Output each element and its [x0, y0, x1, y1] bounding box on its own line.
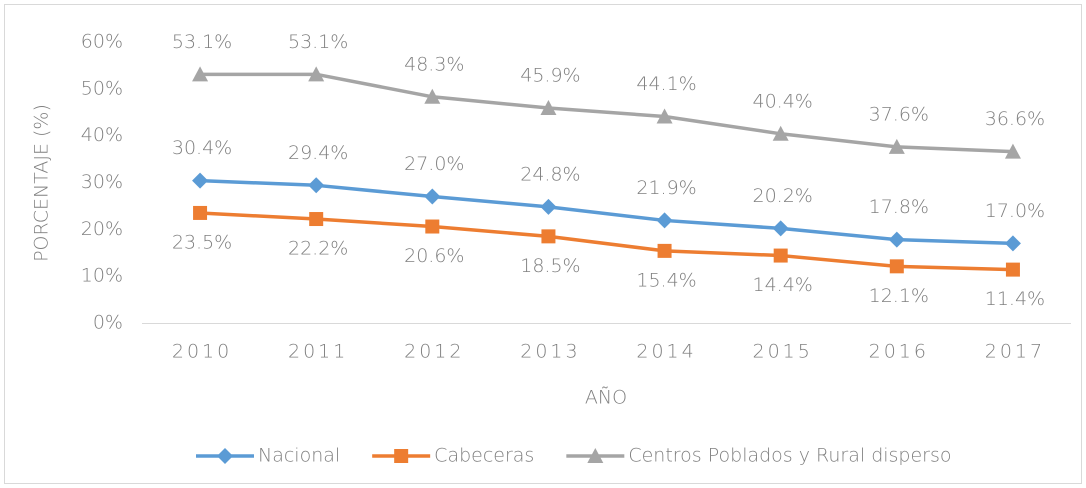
y-tick-label: 20% — [81, 218, 123, 240]
y-axis-title: PORCENTAJE (%) — [31, 104, 53, 262]
data-point — [424, 188, 441, 205]
x-axis-title: AÑO — [585, 386, 627, 409]
legend-label: Centros Poblados y Rural disperso — [628, 445, 951, 467]
data-label: 27.0% — [404, 153, 464, 175]
data-label: 17.8% — [869, 196, 929, 218]
data-label: 44.1% — [636, 73, 696, 95]
data-label: 20.6% — [404, 245, 464, 267]
data-point — [192, 66, 209, 82]
y-tick-label: 40% — [81, 124, 123, 146]
data-label: 17.0% — [985, 200, 1045, 222]
data-label: 23.5% — [172, 231, 232, 253]
data-label: 29.4% — [288, 142, 348, 164]
x-tick-label: 2010 — [172, 341, 232, 363]
data-label: 53.1% — [288, 31, 348, 53]
data-label: 37.6% — [869, 103, 929, 125]
data-point — [540, 198, 557, 215]
data-label: 12.1% — [869, 285, 929, 307]
data-label: 53.1% — [172, 31, 232, 53]
x-tick-label: 2014 — [636, 341, 696, 363]
data-point — [1004, 143, 1021, 159]
y-tick-label: 30% — [81, 171, 123, 193]
series-line — [199, 211, 1013, 272]
data-point — [772, 125, 789, 141]
y-tick-label: 0% — [93, 312, 123, 334]
data-label: 48.3% — [404, 53, 464, 75]
data-label: 11.4% — [985, 288, 1045, 310]
data-point — [772, 220, 789, 237]
x-tick-label: 2011 — [288, 341, 348, 363]
data-label: 21.9% — [636, 177, 696, 199]
data-label: 45.9% — [520, 65, 580, 87]
data-label: 40.4% — [753, 90, 813, 112]
data-point — [657, 243, 672, 258]
y-tick-label: 60% — [81, 31, 123, 53]
data-label: 22.2% — [288, 238, 348, 260]
x-tick-label: 2017 — [985, 341, 1045, 363]
data-point — [656, 108, 673, 124]
data-label: 30.4% — [172, 137, 232, 159]
y-tick-label: 50% — [81, 77, 123, 99]
x-tick-label: 2013 — [520, 341, 580, 363]
data-point — [1004, 235, 1021, 252]
data-point — [773, 248, 788, 263]
data-point — [540, 100, 557, 116]
data-point — [888, 138, 905, 154]
x-tick-label: 2015 — [753, 341, 813, 363]
data-label: 36.6% — [985, 108, 1045, 130]
legend-marker — [394, 449, 409, 463]
legend-label: Cabeceras — [434, 445, 534, 467]
data-point — [888, 231, 905, 248]
series-line — [200, 72, 1014, 154]
data-point — [656, 212, 673, 229]
data-point — [889, 259, 904, 274]
data-point — [1005, 262, 1020, 277]
data-label: 15.4% — [636, 269, 696, 291]
data-label: 14.4% — [753, 274, 813, 296]
data-point — [308, 177, 325, 194]
legend-marker — [587, 448, 604, 463]
y-tick-label: 10% — [81, 265, 123, 287]
x-tick-label: 2012 — [404, 341, 464, 363]
x-tick-label: 2016 — [869, 341, 929, 363]
data-point — [309, 212, 324, 227]
series-line — [199, 178, 1013, 246]
data-point — [193, 205, 208, 220]
data-point — [541, 229, 556, 244]
legend-label: Nacional — [258, 445, 340, 467]
data-point — [192, 172, 209, 189]
data-point — [308, 66, 325, 82]
legend-marker — [217, 448, 233, 464]
data-label: 18.5% — [520, 255, 580, 277]
data-label: 20.2% — [753, 185, 813, 207]
data-point — [425, 219, 440, 234]
data-label: 24.8% — [520, 163, 580, 185]
chart-border — [4, 4, 1082, 484]
data-point — [424, 88, 441, 104]
